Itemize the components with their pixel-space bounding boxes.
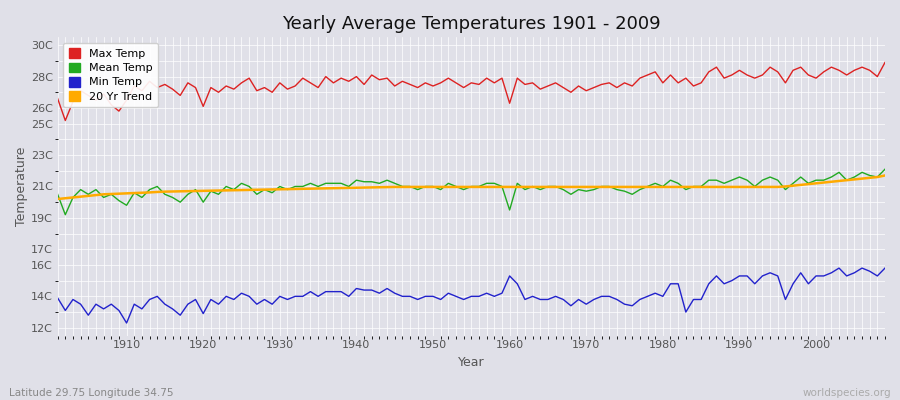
Text: worldspecies.org: worldspecies.org <box>803 388 891 398</box>
Legend: Max Temp, Mean Temp, Min Temp, 20 Yr Trend: Max Temp, Mean Temp, Min Temp, 20 Yr Tre… <box>63 43 158 107</box>
Y-axis label: Temperature: Temperature <box>15 147 28 226</box>
X-axis label: Year: Year <box>458 356 484 369</box>
Text: Latitude 29.75 Longitude 34.75: Latitude 29.75 Longitude 34.75 <box>9 388 174 398</box>
Title: Yearly Average Temperatures 1901 - 2009: Yearly Average Temperatures 1901 - 2009 <box>282 15 661 33</box>
